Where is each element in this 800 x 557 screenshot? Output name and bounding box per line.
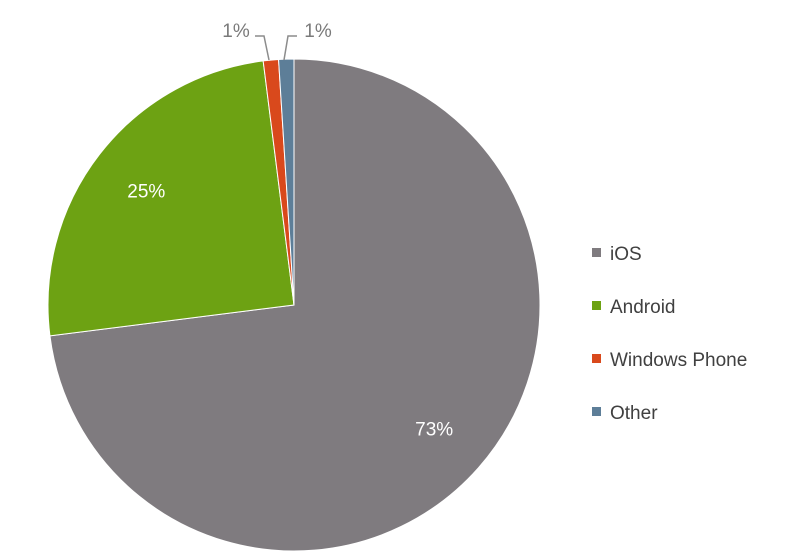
leader-line-other <box>283 35 297 61</box>
legend-label-other: Other <box>610 403 658 424</box>
legend-swatch-ios <box>592 248 601 257</box>
pie-slice-android <box>47 60 295 337</box>
pie-slice-ios <box>49 58 541 552</box>
leader-line-windows-phone <box>255 35 270 61</box>
legend-swatch-windows-phone <box>592 354 601 363</box>
data-labels: 73% 25% 1% 1% <box>127 21 453 441</box>
legend-label-ios: iOS <box>610 244 642 265</box>
data-label-ios: 73% <box>415 420 453 441</box>
legend: iOS Android Windows Phone Other <box>592 244 747 424</box>
legend-label-windows-phone: Windows Phone <box>610 350 747 371</box>
legend-swatch-android <box>592 301 601 310</box>
data-label-android: 25% <box>127 181 165 202</box>
legend-swatch-other <box>592 407 601 416</box>
leader-lines <box>255 35 297 61</box>
pie-slice-other <box>278 58 295 306</box>
data-label-windows-phone: 1% <box>222 21 250 42</box>
legend-label-android: Android <box>610 297 676 318</box>
pie-slices <box>47 58 541 552</box>
data-label-other: 1% <box>304 21 332 42</box>
